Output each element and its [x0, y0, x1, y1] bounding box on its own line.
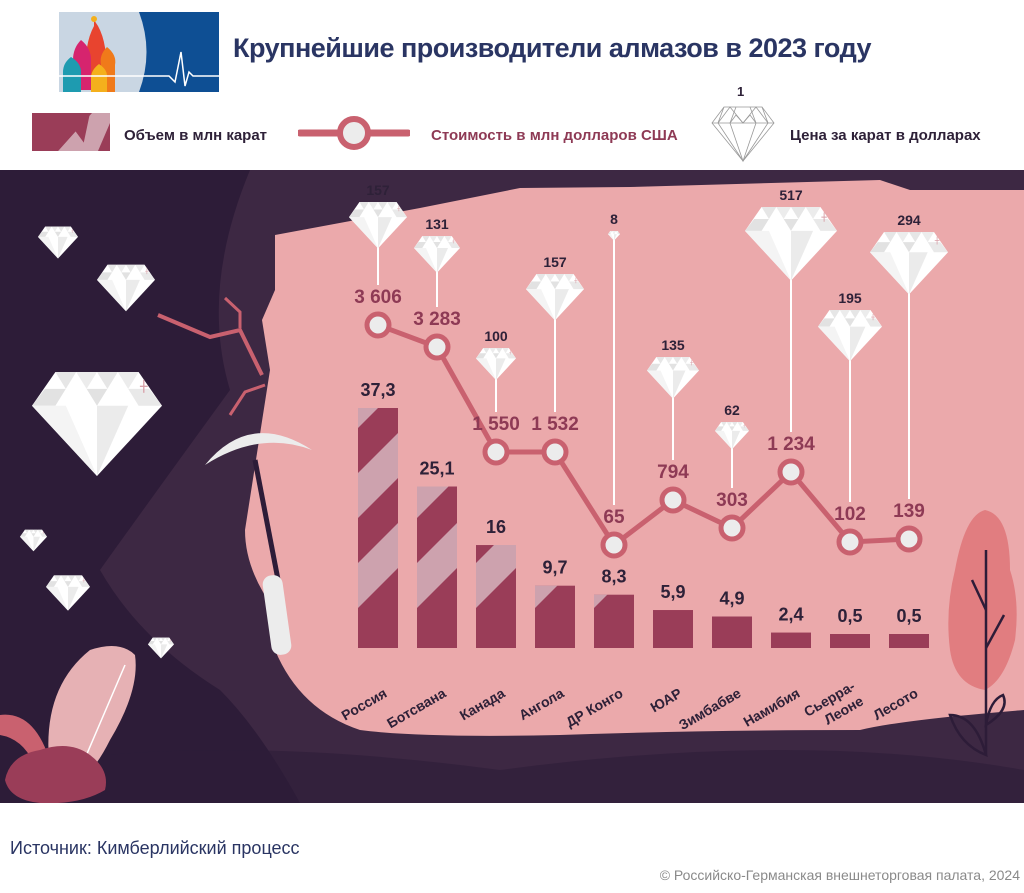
- crack-decoration: [157, 313, 264, 376]
- value-label: 102: [834, 504, 866, 525]
- chart-scene: 37,3Россия25,1Ботсвана16Канада9,7Ангола8…: [0, 170, 1024, 803]
- bar: 5,9: [653, 582, 693, 648]
- plant-decoration-left: [0, 646, 136, 803]
- bar-value-label: 4,9: [719, 588, 744, 608]
- bar-value-label: 5,9: [660, 582, 685, 602]
- bar-value-label: 16: [486, 517, 506, 537]
- bar-value-label: 9,7: [542, 558, 567, 578]
- bar-value-label: 2,4: [778, 605, 803, 625]
- legend: Объем в млн карат Стоимость в млн доллар…: [0, 84, 1024, 165]
- value-point: [364, 311, 392, 339]
- price-label: 294: [897, 212, 921, 228]
- bar: 0,5: [889, 606, 929, 648]
- value-legend-icon: [298, 116, 410, 150]
- bar: 25,1: [417, 458, 457, 648]
- value-label: 303: [716, 490, 748, 511]
- bar: 0,5: [830, 606, 870, 648]
- bar-value-label: 0,5: [896, 606, 921, 626]
- value-label: 139: [893, 501, 925, 522]
- value-point: [541, 438, 569, 466]
- value-line: [377, 322, 910, 549]
- bar-value-label: 25,1: [419, 458, 454, 478]
- bar: 2,4: [771, 605, 811, 648]
- diamond-outline-icon: [711, 106, 775, 163]
- value-label: 1 532: [531, 414, 579, 435]
- volume-legend-icon: [32, 113, 110, 151]
- price-label: 157: [543, 254, 567, 270]
- bar-value-label: 37,3: [360, 380, 395, 400]
- legend-price-label: Цена за карат в долларах: [790, 127, 981, 144]
- bar: 9,7: [535, 558, 575, 648]
- logo-icon: [59, 12, 219, 92]
- bar: 16: [476, 517, 516, 648]
- bar: 8,3: [594, 567, 634, 648]
- price-label: 195: [838, 290, 862, 306]
- price-label: 517: [779, 187, 803, 203]
- bar-value-label: 8,3: [601, 567, 626, 587]
- header: Крупнейшие производители алмазов в 2023 …: [0, 0, 1024, 170]
- price-label: 157: [366, 182, 390, 198]
- pickaxe-icon: [205, 433, 312, 655]
- value-point: [718, 514, 746, 542]
- price-label: 131: [425, 216, 449, 232]
- page-title: Крупнейшие производители алмазов в 2023 …: [233, 33, 872, 63]
- bar: 4,9: [712, 588, 752, 648]
- copyright: © Российско-Германская внешнеторговая па…: [659, 867, 1020, 883]
- bar-value-label: 0,5: [837, 606, 862, 626]
- source-note: Источник: Кимберлийский процесс: [10, 838, 300, 858]
- value-label: 794: [657, 462, 689, 483]
- value-label: 1 550: [472, 414, 520, 435]
- price-label: 62: [724, 402, 740, 418]
- value-label: 1 234: [767, 434, 815, 455]
- value-point: [423, 333, 451, 361]
- value-label: 3 283: [413, 309, 461, 330]
- bar: 37,3: [358, 380, 398, 648]
- legend-volume-label: Объем в млн карат: [124, 127, 268, 144]
- tree-decoration-right: [948, 510, 1017, 758]
- legend-value-label: Стоимость в млн долларов США: [431, 127, 678, 144]
- value-point: [836, 528, 864, 556]
- value-point: [659, 486, 687, 514]
- price-label: 135: [661, 337, 685, 353]
- value-point: [600, 531, 628, 559]
- value-label: 3 606: [354, 287, 402, 308]
- price-label: 8: [610, 211, 618, 227]
- value-point: [777, 458, 805, 486]
- price-label: 100: [484, 328, 508, 344]
- value-point: [482, 438, 510, 466]
- value-point: [895, 525, 923, 553]
- value-label: 65: [603, 507, 625, 528]
- legend-price-example: 1: [737, 84, 745, 99]
